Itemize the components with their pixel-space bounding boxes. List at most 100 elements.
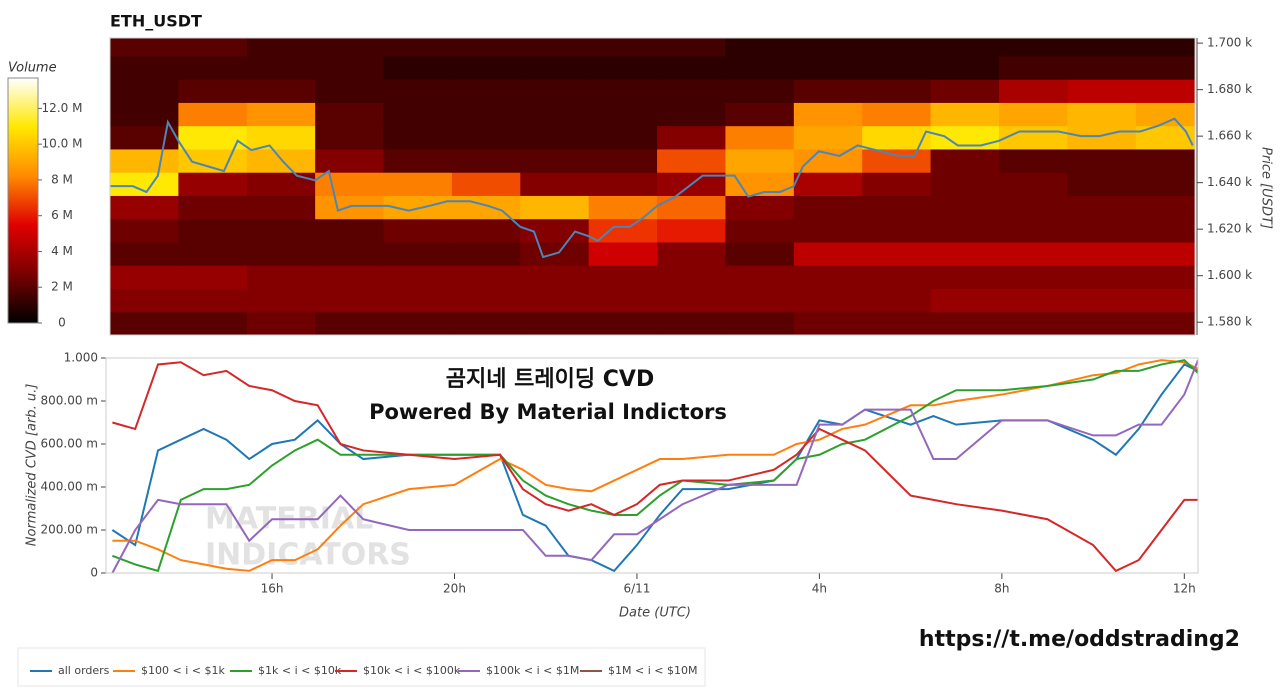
heatmap-cell [178,148,248,173]
heatmap-cell [1135,311,1195,335]
y-tick-label: 1.620 k [1207,222,1252,236]
heatmap-cell [588,265,658,289]
heatmap-cell [110,265,179,289]
x-tick-label: 6/11 [623,582,650,596]
heatmap-cell [998,172,1068,196]
heatmap-cell [520,55,590,80]
y-tick-label: 1.700 k [1207,36,1252,50]
heatmap-cell [725,241,795,266]
heatmap-cell [998,79,1068,103]
heatmap-cell [451,79,521,103]
heatmap-cell [930,288,1000,313]
heatmap-cell [793,265,863,289]
colorbar-tick-label: 8 M [51,172,73,186]
heatmap-cell [998,125,1068,150]
x-tick-label: 8h [994,582,1009,596]
heatmap-cell [862,218,932,243]
heatmap-cell [793,218,863,243]
heatmap-cell [657,218,726,243]
heatmap-cell [588,311,658,335]
heatmap-cell [178,79,248,103]
heatmap-cell [588,79,658,103]
legend-label: $100k < i < $1M [486,664,579,677]
heatmap-cell [451,218,521,243]
heatmap-cell [930,241,1000,266]
heatmap-plot: 1.580 k 1.600 k 1.620 k 1.640 k 1.660 k 1.680… [38,36,1252,335]
heatmap-cell [588,218,658,243]
heatmap-cell [178,172,248,196]
y-tick-label: 800.00 m [41,394,99,408]
heatmap-cell [930,125,1000,150]
heatmap-cell [862,265,932,289]
heatmap-cell [451,195,521,220]
heatmap-cell [793,38,863,57]
y-tick-label: 400.00 m [41,480,99,494]
legend-box [17,647,706,687]
x-tick-label: 20h [443,582,466,596]
heatmap-cell [998,148,1068,173]
legend-label: $1M < i < $10M [608,664,697,677]
heatmap-cell [862,172,932,196]
heatmap-cell [657,195,726,220]
heatmap-cell [383,55,453,80]
heatmap-cell [930,265,1000,289]
heatmap-cell [930,218,1000,243]
heatmap-cell [246,195,316,220]
heatmap-cell [1135,79,1195,103]
heatmap-cell [451,172,521,196]
heatmap-cell [725,218,795,243]
heatmap-cell [178,125,248,150]
y-tick-label: 600.00 m [41,437,99,451]
heatmap-cell [1135,195,1195,220]
heatmap-cell [110,79,179,103]
heatmap-cell [930,55,1000,80]
y-axis-label: Normalized CVD [arb. u.] [25,384,40,547]
heatmap-cell [383,79,453,103]
heatmap-cell [725,195,795,220]
heatmap-cell [862,288,932,313]
heatmap-cell [793,311,863,335]
heatmap-cell [520,288,590,313]
heatmap-cell [451,102,521,127]
heatmap-cell [998,102,1068,127]
legend-label: $1k < i < $10k [258,664,342,677]
heatmap-cell [110,288,179,313]
heatmap-cell [725,79,795,103]
heatmap-cell [520,148,590,173]
heatmap-cell [315,79,385,103]
heatmap-cell [383,195,453,220]
heatmap-cell [998,218,1068,243]
heatmap-cell [246,288,316,313]
heatmap-cell [178,311,248,335]
heatmap-cell [1135,241,1195,266]
heatmap-cell [315,172,385,196]
annotation: 곰지네 트레이딩 CVD [446,367,654,392]
heatmap-cell [1067,125,1137,150]
heatmap-cell [246,265,316,289]
annotation: Powered By Material Indictors [369,400,727,424]
colorbar-tick-label: 2 M [51,280,73,294]
heatmap-cell [588,38,658,57]
heatmap-cell [1067,218,1137,243]
heatmap-cell [451,311,521,335]
heatmap-cell [451,241,521,266]
y-tick-label: 1.600 k [1207,268,1252,282]
x-tick-label: 16h [261,582,284,596]
heatmap-cell [383,38,453,57]
heatmap-cell [657,241,726,266]
heatmap-cell [725,288,795,313]
chart-title: ETH_USDT [110,12,202,31]
y-tick-label: 0 [90,566,98,580]
heatmap-cell [383,218,453,243]
heatmap-cell [725,311,795,335]
heatmap-cell [383,288,453,313]
heatmap-cell [588,195,658,220]
heatmap-cell [110,55,179,80]
heatmap-cell [930,172,1000,196]
legend-label: $10k < i < $100k [363,664,461,677]
heatmap-cell [520,102,590,127]
heatmap-cell [315,148,385,173]
y-tick-label: 200.00 m [41,523,99,537]
legend: all orders $100 < i < $1k $1k < i < $10k $1… [30,664,697,677]
heatmap-cell [110,125,179,150]
